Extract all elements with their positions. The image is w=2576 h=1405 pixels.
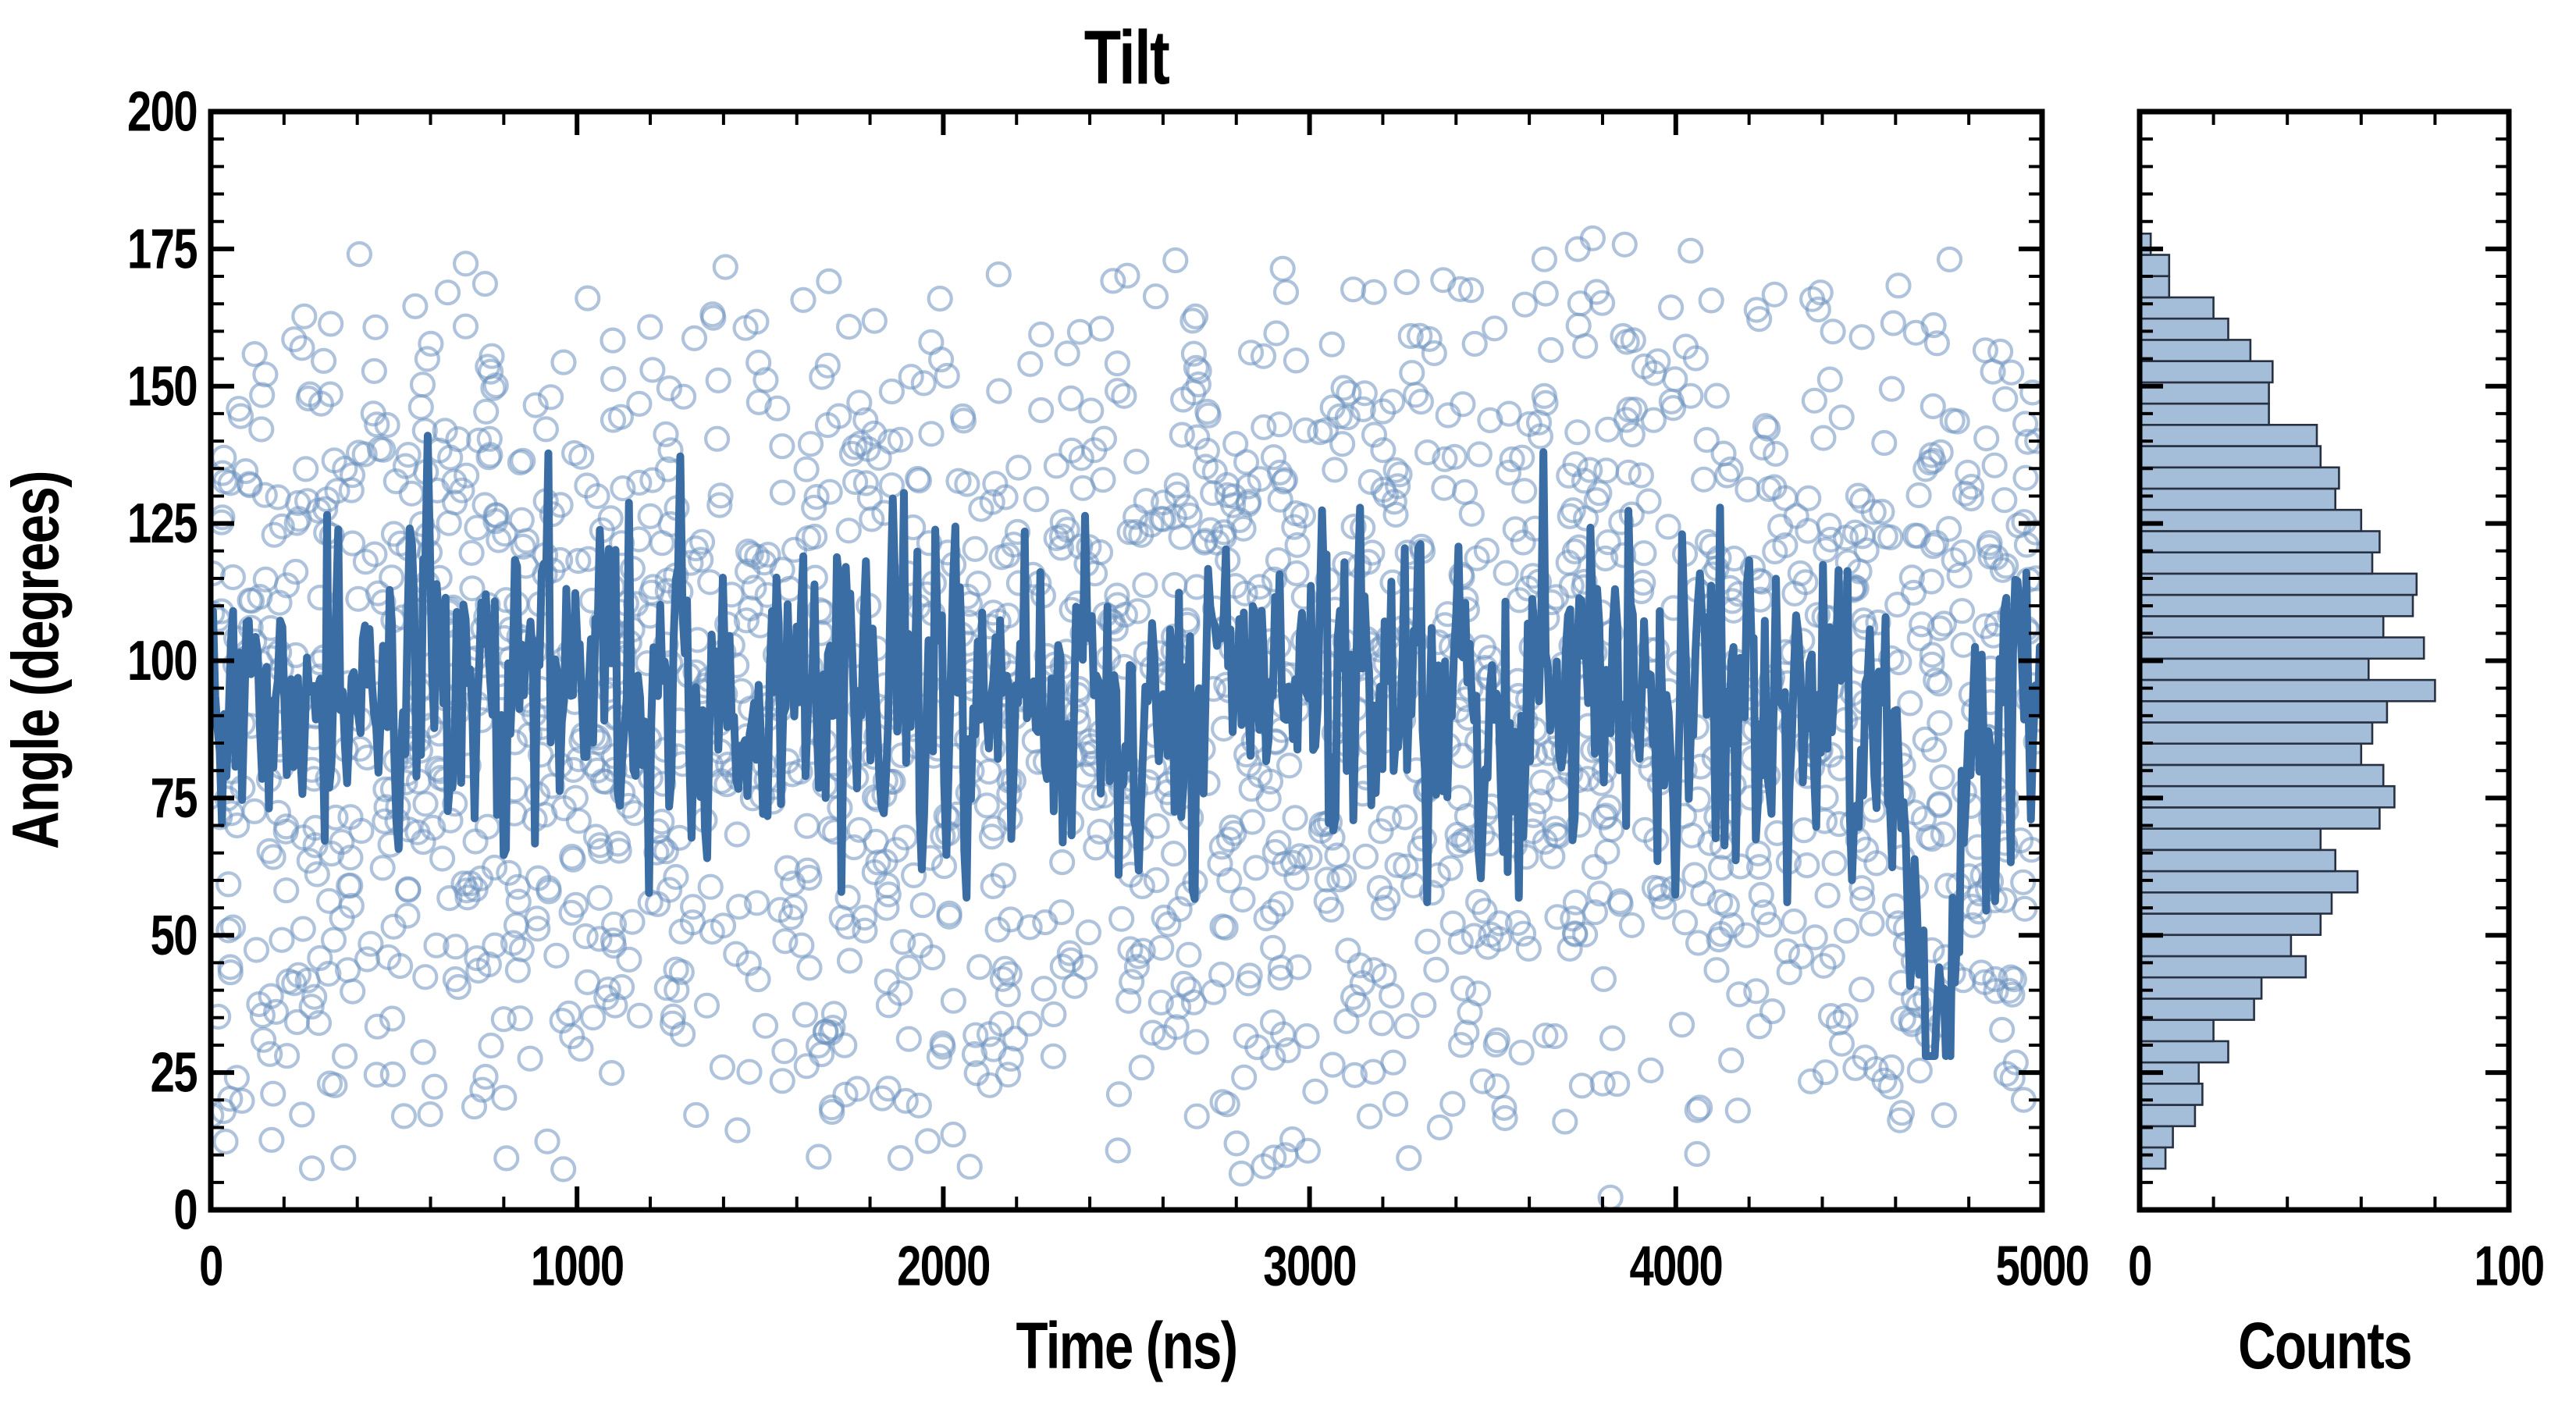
x-tick-label: 4000	[1629, 1235, 1722, 1297]
hist-bar	[2140, 232, 2152, 256]
hist-bar	[2140, 402, 2270, 426]
hist-bar	[2140, 806, 2381, 830]
hist-bar	[2140, 763, 2385, 788]
hist-bar	[2140, 275, 2171, 299]
hist-bar	[2140, 466, 2340, 490]
y-tick-label: 50	[151, 904, 197, 966]
y-tick-label: 25	[151, 1041, 197, 1104]
hist-bar	[2140, 487, 2336, 511]
hist-bar	[2140, 934, 2293, 958]
hist-bar	[2140, 1040, 2229, 1064]
hist-bar	[2140, 339, 2252, 362]
hist-x-tick-label: 100	[2474, 1235, 2543, 1297]
hist-bar	[2140, 891, 2333, 915]
hist-bar	[2140, 551, 2374, 575]
plot-title: Tilt	[1083, 15, 1170, 100]
x-axis-label-time: Time (ns)	[1016, 1309, 1238, 1382]
hist-bar	[2140, 998, 2255, 1021]
x-tick-label: 0	[199, 1235, 222, 1297]
hist-bar	[2140, 870, 2359, 894]
hist-bar	[2140, 742, 2363, 767]
hist-bar	[2140, 721, 2374, 745]
hist-bar	[2140, 254, 2171, 278]
y-tick-label: 150	[127, 355, 197, 418]
hist-bar	[2140, 296, 2215, 320]
hist-bar	[2140, 636, 2425, 660]
y-tick-label: 175	[127, 218, 197, 280]
y-tick-label: 0	[173, 1179, 197, 1241]
x-tick-label: 5000	[1996, 1235, 2089, 1297]
hist-bar	[2140, 848, 2336, 873]
hist-bar	[2140, 1125, 2174, 1149]
hist-x-tick-label: 0	[2128, 1235, 2151, 1297]
hist-bar	[2140, 657, 2370, 681]
hist-bar	[2140, 1104, 2197, 1128]
hist-bar	[2140, 508, 2363, 532]
hist-bar	[2140, 976, 2263, 1000]
axes-spines	[208, 108, 2512, 1213]
y-tick-label: 75	[151, 767, 197, 829]
tilt-line-series	[211, 432, 2042, 1060]
x-tick-label: 2000	[897, 1235, 990, 1297]
hist-bar	[2140, 678, 2436, 702]
hist-bar	[2140, 445, 2322, 469]
hist-bar	[2140, 530, 2381, 554]
hist-bar	[2140, 317, 2229, 341]
hist-bar	[2140, 784, 2396, 809]
x-tick-label: 3000	[1263, 1235, 1356, 1297]
hist-bar	[2140, 955, 2307, 979]
histogram-bars	[2140, 232, 2436, 1170]
hist-bar	[2140, 1146, 2167, 1170]
hist-bar	[2140, 360, 2274, 384]
hist-bar	[2140, 1083, 2204, 1106]
x-tick-label: 1000	[531, 1235, 624, 1297]
hist-bar	[2140, 423, 2318, 447]
hist-bar	[2140, 615, 2385, 638]
hist-bar	[2140, 699, 2389, 724]
hist-bar	[2140, 827, 2322, 852]
y-tick-label: 125	[127, 492, 197, 554]
hist-bar	[2140, 912, 2322, 937]
y-tick-label: 200	[127, 80, 197, 143]
y-axis-label-angle: Angle (degrees)	[0, 471, 73, 849]
hist-bar	[2140, 593, 2414, 617]
hist-bar	[2140, 1019, 2215, 1043]
hist-bar	[2140, 572, 2418, 596]
x-axis-label-counts: Counts	[2238, 1309, 2412, 1382]
y-tick-label: 100	[127, 629, 197, 692]
